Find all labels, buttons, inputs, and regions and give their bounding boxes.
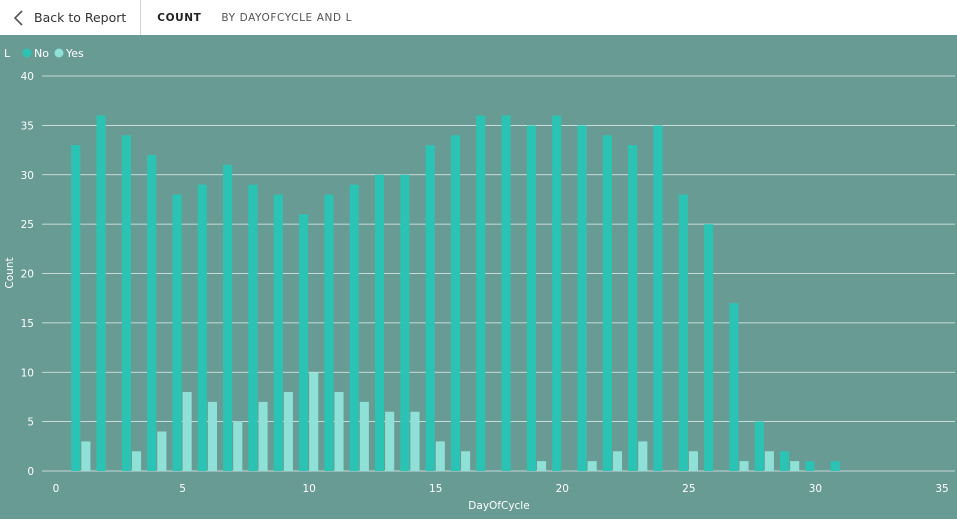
x-tick-label: 35	[935, 483, 948, 495]
y-tick-label: 35	[21, 120, 34, 132]
bar-yes[interactable]	[461, 451, 471, 471]
legend-label-no[interactable]: No	[34, 47, 49, 60]
bar-no[interactable]	[602, 135, 612, 471]
bar-no[interactable]	[96, 115, 106, 472]
bar-no[interactable]	[71, 145, 81, 471]
y-tick-label: 20	[21, 269, 34, 281]
bar-no[interactable]	[501, 115, 511, 472]
bar-no[interactable]	[552, 115, 562, 472]
x-tick-label: 25	[682, 483, 695, 495]
bar-yes[interactable]	[334, 392, 344, 471]
bar-yes[interactable]	[612, 451, 623, 471]
bar-chart: L No Yes 0 5 10 15 20 25 30 35 40 0 5 10 15 20 25 30 35…	[4, 47, 955, 512]
bar-no[interactable]	[704, 224, 714, 471]
bar-yes[interactable]	[790, 461, 800, 471]
top-bar: Back to Report COUNT BY DAYOFCYCLE AND L	[0, 0, 957, 35]
bar-yes[interactable]	[385, 411, 395, 471]
bar-no[interactable]	[805, 461, 815, 471]
bar-yes[interactable]	[410, 411, 420, 471]
bar-yes[interactable]	[359, 401, 369, 471]
back-label: Back to Report	[34, 10, 127, 25]
bar-no[interactable]	[172, 194, 182, 472]
bar-yes[interactable]	[258, 401, 268, 471]
bar-yes[interactable]	[587, 461, 597, 471]
bar-yes[interactable]	[207, 401, 218, 471]
bar-yes[interactable]	[233, 421, 243, 471]
bars	[71, 115, 840, 472]
bar-yes[interactable]	[309, 372, 319, 471]
bar-yes[interactable]	[536, 461, 547, 471]
y-tick-label: 40	[21, 71, 34, 83]
x-tick-label: 0	[53, 483, 60, 495]
x-tick-label: 30	[809, 483, 822, 495]
bar-yes[interactable]	[739, 461, 749, 471]
bar-no[interactable]	[729, 303, 739, 471]
x-tick-label: 5	[179, 483, 186, 495]
bar-no[interactable]	[223, 164, 233, 471]
bar-no[interactable]	[400, 174, 410, 471]
bar-no[interactable]	[678, 194, 688, 472]
bar-no[interactable]	[653, 125, 663, 471]
legend-label-yes[interactable]: Yes	[65, 47, 84, 60]
x-axis-label: DayOfCycle	[468, 500, 529, 512]
bar-no[interactable]	[374, 174, 385, 471]
back-to-report-button[interactable]: Back to Report	[0, 0, 142, 35]
bar-yes[interactable]	[435, 441, 445, 471]
bar-no[interactable]	[628, 145, 638, 471]
legend-marker-yes	[54, 48, 64, 58]
bar-yes[interactable]	[157, 431, 167, 472]
x-axis-ticks: 0 5 10 15 20 25 30 35	[53, 483, 949, 495]
bar-no[interactable]	[577, 125, 587, 471]
legend-marker-no	[22, 48, 32, 58]
bar-yes[interactable]	[283, 392, 293, 471]
bar-yes[interactable]	[688, 451, 698, 471]
y-tick-label: 10	[21, 367, 34, 379]
bar-yes[interactable]	[764, 451, 774, 471]
y-tick-label: 30	[21, 170, 34, 182]
chart-area: L No Yes 0 5 10 15 20 25 30 35 40 0 5 10 15 20 25 30 35…	[0, 35, 957, 519]
bar-no[interactable]	[299, 214, 309, 471]
bar-no[interactable]	[248, 184, 258, 471]
bar-no[interactable]	[324, 194, 334, 472]
y-tick-label: 5	[27, 417, 34, 429]
bar-no[interactable]	[450, 135, 461, 471]
visual-title: COUNT	[157, 11, 202, 24]
x-tick-label: 20	[556, 483, 569, 495]
bar-no[interactable]	[349, 184, 359, 471]
chevron-left-icon	[13, 9, 23, 26]
bar-no[interactable]	[273, 194, 283, 472]
y-tick-label: 0	[27, 466, 34, 478]
bar-yes[interactable]	[182, 392, 192, 471]
y-tick-label: 25	[21, 219, 34, 231]
bar-yes[interactable]	[131, 451, 142, 471]
bar-no[interactable]	[476, 115, 486, 472]
bar-no[interactable]	[779, 451, 790, 471]
y-tick-label: 15	[21, 318, 34, 330]
bar-no[interactable]	[526, 125, 536, 471]
bar-yes[interactable]	[81, 441, 91, 471]
bar-no[interactable]	[121, 135, 131, 471]
bar-no[interactable]	[147, 155, 157, 471]
visual-subtitle: BY DAYOFCYCLE AND L	[221, 11, 353, 24]
bar-no[interactable]	[197, 184, 207, 471]
bar-no[interactable]	[830, 461, 840, 471]
bar-yes[interactable]	[638, 441, 648, 471]
y-axis-label: Count	[4, 257, 16, 288]
legend-title: L	[4, 47, 11, 60]
y-axis-ticks: 0 5 10 15 20 25 30 35 40	[21, 71, 34, 478]
x-tick-label: 15	[429, 483, 442, 495]
bar-no[interactable]	[754, 421, 764, 471]
legend[interactable]: L No Yes	[4, 47, 84, 60]
x-tick-label: 10	[302, 483, 315, 495]
bar-no[interactable]	[425, 145, 435, 471]
gridlines	[42, 75, 955, 472]
